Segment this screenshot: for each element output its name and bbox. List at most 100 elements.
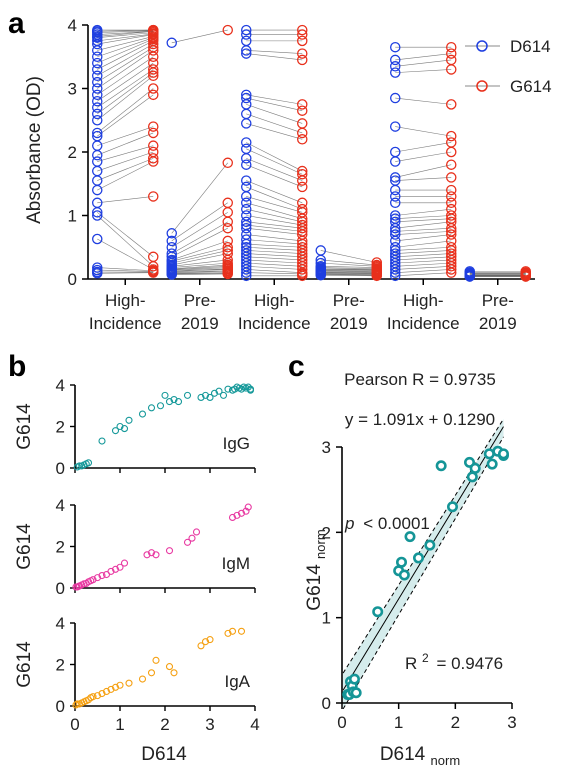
- b-point-iga: [201, 638, 210, 646]
- b-point-iga: [224, 629, 232, 637]
- c-xtick-label: 2: [451, 713, 460, 732]
- a-ytick-label: 4: [68, 16, 77, 35]
- a-point-d614: [240, 191, 252, 202]
- a-point-g614: [445, 222, 457, 234]
- a-point-g614: [222, 216, 233, 228]
- legend-marker: [476, 80, 488, 92]
- a-point-d614: [389, 210, 401, 221]
- a-pair-line: [171, 240, 228, 261]
- b-xtick-label: 2: [160, 715, 169, 734]
- pearson-label: Pearson R = 0.9735: [344, 370, 496, 389]
- a-point-g614: [445, 197, 457, 209]
- a-point-d614: [240, 45, 252, 56]
- a-pair-line: [97, 267, 154, 272]
- b-point-igg: [98, 437, 106, 445]
- b-ytick-label: 0: [56, 697, 65, 716]
- c-ytick-label: 0: [322, 694, 331, 713]
- a-pair-line: [246, 253, 303, 258]
- a-pair-line: [246, 234, 303, 242]
- a-pair-line: [395, 259, 452, 264]
- a-point-d614: [166, 37, 177, 49]
- a-pair-line: [395, 272, 452, 277]
- a-point-g614: [296, 105, 308, 116]
- a-point-d614: [389, 156, 401, 167]
- a-pair-line: [97, 30, 154, 33]
- a-point-g614: [296, 35, 308, 47]
- panel-c-xlabel-main: D614: [380, 744, 426, 765]
- a-pair-line: [97, 94, 154, 137]
- b-point-igm: [111, 565, 120, 573]
- a-point-d614: [240, 175, 252, 186]
- b-xtick-label: 1: [115, 715, 124, 734]
- b-point-igg: [224, 385, 232, 393]
- a-point-d614: [92, 262, 103, 273]
- panel-c-xlabel: D614 norm: [380, 744, 460, 768]
- a-point-d614: [315, 245, 326, 256]
- a-pair-line: [171, 273, 228, 275]
- a-point-g614: [296, 270, 308, 282]
- a-point-d614: [240, 153, 252, 164]
- a-pair-line: [171, 202, 228, 242]
- a-point-d614: [92, 207, 103, 218]
- a-point-d614: [240, 159, 252, 170]
- a-pair-line: [246, 142, 303, 172]
- a-pair-line: [246, 256, 303, 261]
- a-point-g614: [147, 156, 159, 167]
- a-pair-line: [97, 38, 154, 64]
- a-pair-line: [97, 40, 154, 70]
- a-point-g614: [445, 159, 457, 170]
- c-point: [412, 552, 424, 564]
- a-point-d614: [389, 229, 401, 240]
- a-pair-line: [97, 212, 154, 258]
- c-ci-upper: [342, 418, 504, 674]
- a-point-d614: [92, 32, 103, 43]
- a-point-g614: [147, 51, 159, 63]
- a-point-d614: [240, 216, 252, 228]
- a-xtick-label-line1: High-: [254, 291, 295, 310]
- a-point-d614: [92, 95, 103, 107]
- a-pair-line: [97, 33, 154, 42]
- b-point-igm: [89, 576, 97, 584]
- b-point-igg: [219, 391, 228, 399]
- a-pair-line: [171, 272, 228, 274]
- b-point-igg: [210, 389, 219, 397]
- c-ytick-label: 3: [322, 438, 331, 457]
- p-symbol: p: [344, 514, 354, 533]
- a-point-d614: [389, 121, 401, 132]
- a-pair-line: [97, 75, 154, 121]
- a-pair-line: [395, 69, 452, 73]
- a-point-g614: [296, 99, 308, 110]
- a-pair-line: [246, 208, 303, 223]
- a-pair-line: [246, 227, 303, 235]
- a-point-d614: [389, 267, 401, 278]
- a-xtick-label-line1: High-: [403, 291, 444, 310]
- panel-b: b 0 2 4 G614 IgG 0 2 4 G614 IgM 0 2 4 0 1 2 3 4 G614 IgA D6…: [8, 350, 260, 765]
- a-pair-line: [246, 104, 303, 124]
- c-point: [466, 471, 478, 483]
- a-pair-line: [246, 53, 303, 61]
- a-pair-line: [395, 234, 452, 242]
- b-point-iga: [73, 700, 81, 708]
- a-point-d614: [389, 197, 401, 209]
- a-point-g614: [222, 197, 233, 209]
- a-point-d614: [389, 41, 401, 53]
- a-point-g614: [296, 264, 308, 275]
- b-ytick-label: 2: [56, 418, 65, 437]
- a-pair-line: [395, 262, 452, 267]
- a-point-g614: [445, 261, 457, 272]
- a-ytick-label: 2: [68, 143, 77, 162]
- a-pair-line: [320, 250, 377, 263]
- a-point-g614: [445, 99, 457, 110]
- a-point-g614: [371, 270, 382, 282]
- b-point-igg: [197, 393, 205, 402]
- a-point-g614: [222, 222, 233, 234]
- a-pair-line: [320, 268, 377, 270]
- a-point-d614: [240, 234, 252, 245]
- b-point-igm: [147, 549, 156, 557]
- a-point-g614: [445, 264, 457, 275]
- a-pair-line: [246, 202, 303, 219]
- b-sub-label: IgG: [223, 434, 250, 453]
- b-ytick-label: 4: [56, 496, 65, 515]
- a-point-g614: [445, 191, 457, 202]
- b-point-igg: [111, 427, 120, 435]
